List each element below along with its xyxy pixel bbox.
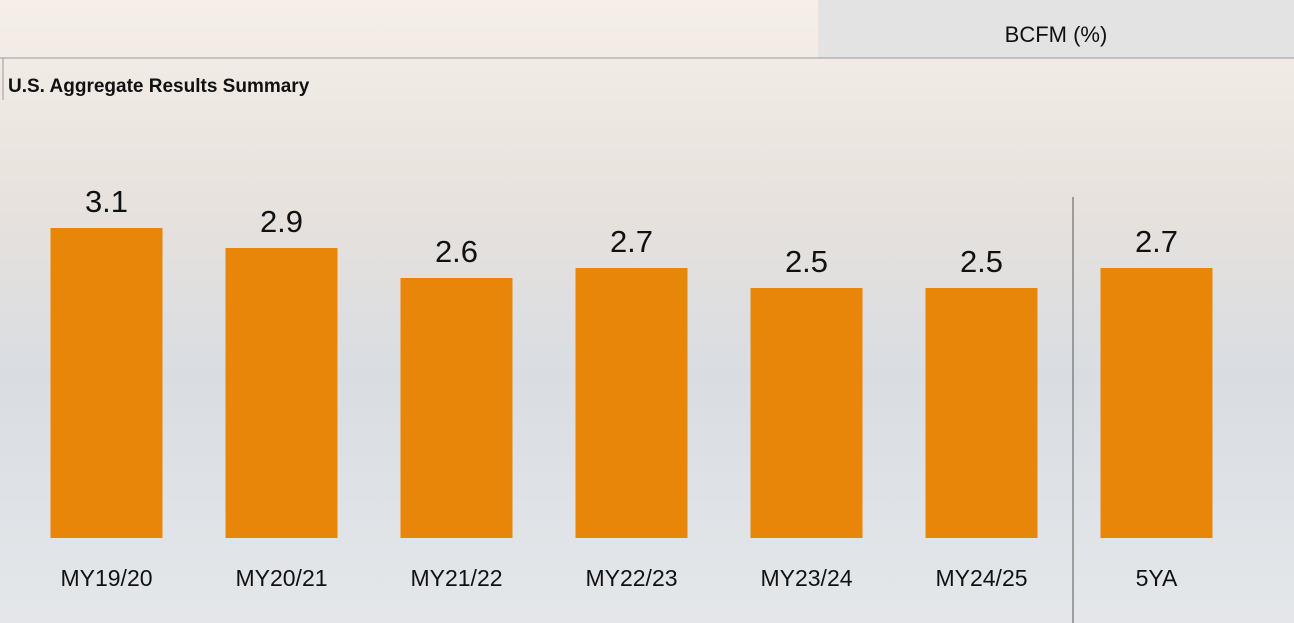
x-tick-label: MY22/23 xyxy=(585,565,677,591)
bar xyxy=(51,228,163,538)
value-label: 2.7 xyxy=(1135,224,1178,259)
header: BCFM (%) xyxy=(1005,22,1108,47)
bar xyxy=(1101,268,1213,538)
page: {"chart_data": {"type": "bar", "title": … xyxy=(0,0,1294,623)
x-tick-label: MY19/20 xyxy=(60,565,152,591)
x-tick-label: MY21/22 xyxy=(410,565,502,591)
value-label: 2.5 xyxy=(785,244,828,279)
bar xyxy=(751,288,863,538)
bar xyxy=(576,268,688,538)
bar xyxy=(926,288,1038,538)
chart: BCFM (%) U.S. Aggregate Results Summary … xyxy=(0,0,1294,623)
value-label: 2.9 xyxy=(260,204,303,239)
value-label: 2.6 xyxy=(435,234,478,269)
value-label: 2.5 xyxy=(960,244,1003,279)
bar xyxy=(401,278,513,538)
x-tick-label: 5YA xyxy=(1136,565,1178,591)
x-tick-label: MY23/24 xyxy=(760,565,852,591)
chart-title: U.S. Aggregate Results Summary xyxy=(8,76,310,97)
bar xyxy=(226,248,338,538)
value-label: 2.7 xyxy=(610,224,653,259)
x-tick-label: MY24/25 xyxy=(935,565,1027,591)
x-tick-label: MY20/21 xyxy=(235,565,327,591)
value-label: 3.1 xyxy=(85,184,128,219)
